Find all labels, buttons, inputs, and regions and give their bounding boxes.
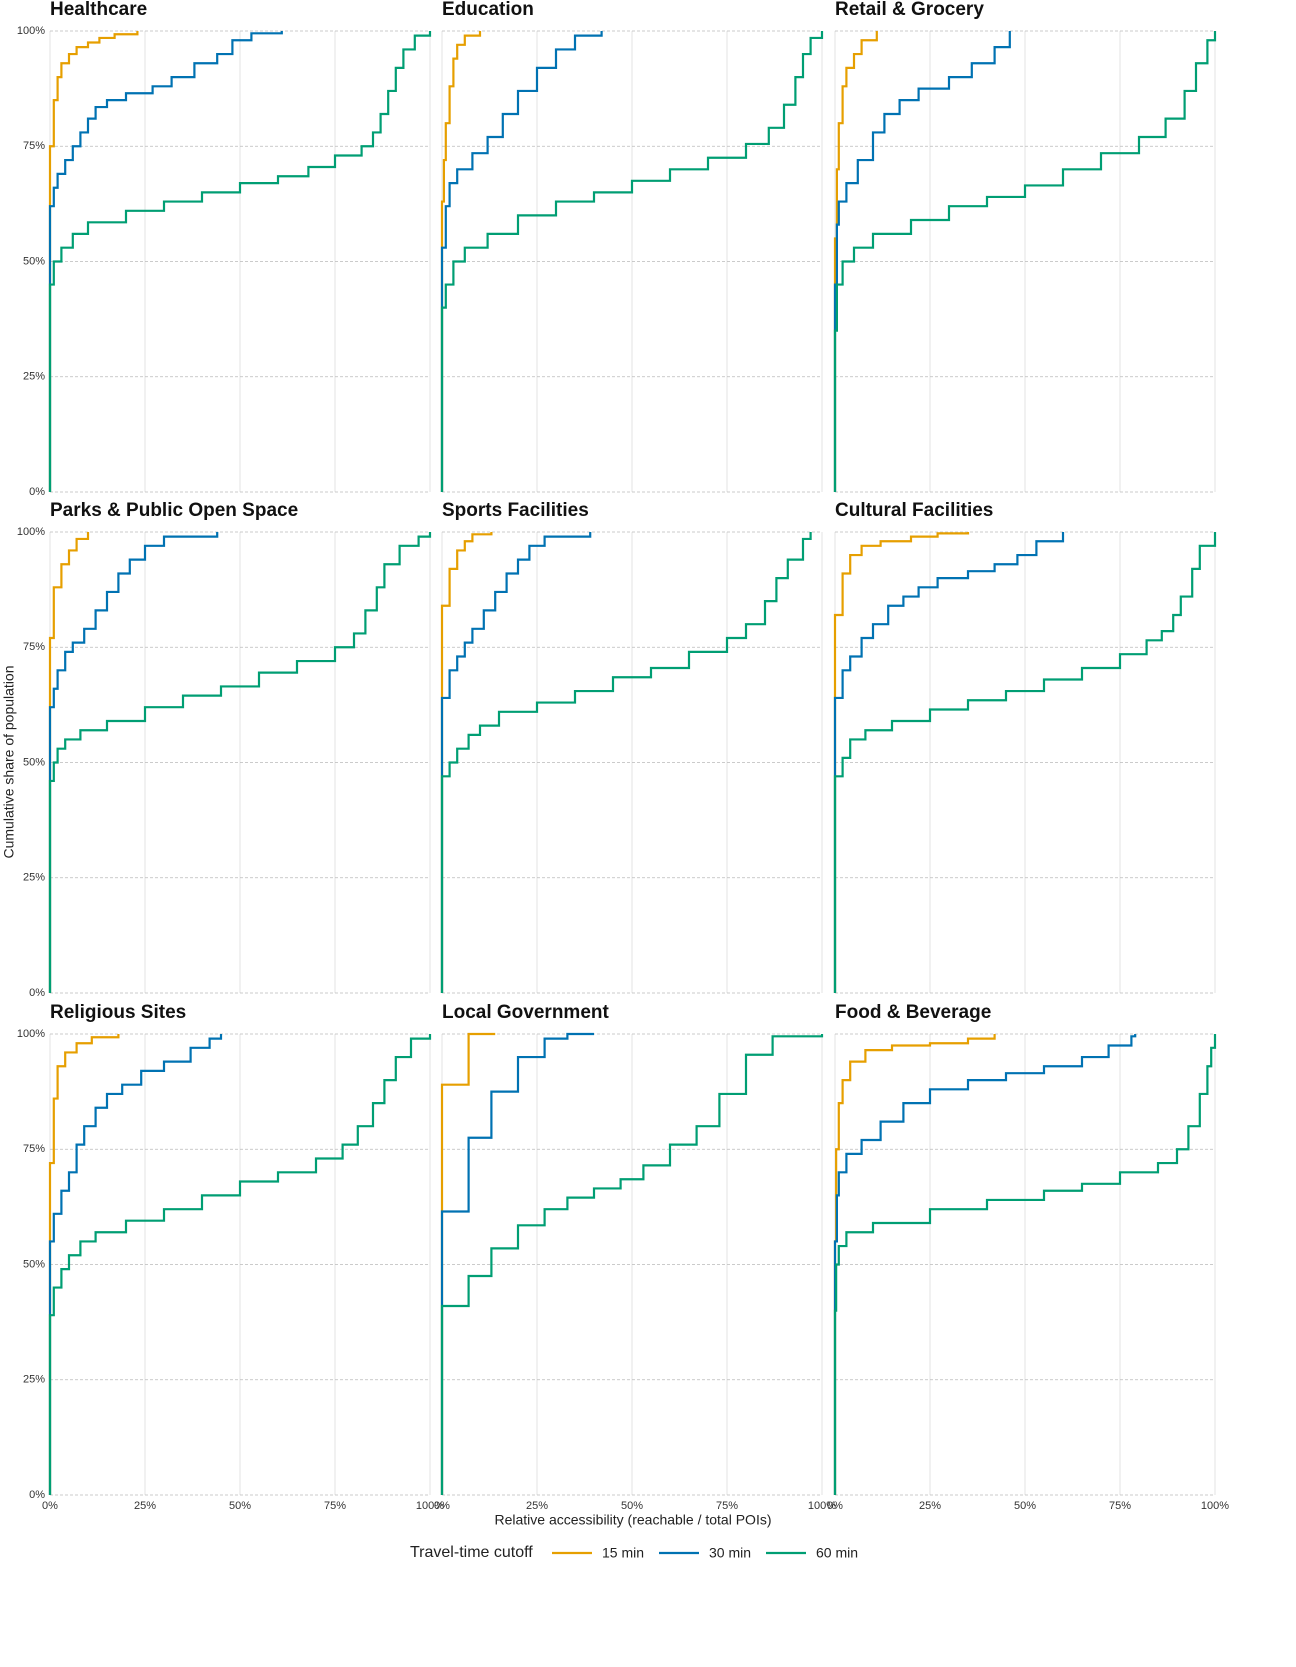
step-line (833, 1034, 1217, 1495)
step-line (440, 31, 824, 492)
step-line (833, 532, 1217, 993)
x-tick-label: 75% (716, 1500, 738, 1512)
y-tick-label: 75% (23, 1143, 45, 1155)
step-line (833, 31, 1011, 492)
x-tick-label: 100% (808, 1500, 836, 1512)
x-tick-label: 0% (827, 1500, 843, 1512)
y-tick-label: 100% (17, 1028, 45, 1040)
x-tick-label: 75% (324, 1500, 346, 1512)
y-axis-label: Cumulative share of population (1, 665, 17, 858)
step-line (48, 532, 432, 993)
y-tick-label: 0% (29, 987, 45, 999)
step-line (440, 31, 482, 492)
x-tick-label: 0% (434, 1500, 450, 1512)
x-tick-label: 50% (621, 1500, 643, 1512)
y-tick-label: 0% (29, 1489, 45, 1501)
step-line (440, 532, 812, 993)
x-tick-label: 25% (919, 1500, 941, 1512)
legend-label: 15 min (602, 1545, 644, 1561)
facet-title: Religious Sites (50, 1002, 186, 1023)
facet-title: Parks & Public Open Space (50, 500, 298, 521)
facet-title: Education (442, 0, 534, 20)
y-tick-label: 25% (23, 371, 45, 383)
step-line (48, 532, 219, 993)
legend-label: 60 min (816, 1545, 858, 1561)
step-line (440, 1032, 594, 1495)
y-tick-label: 50% (23, 255, 45, 267)
x-tick-label: 100% (416, 1500, 444, 1512)
facet-title: Healthcare (50, 0, 147, 20)
step-line (48, 1034, 120, 1495)
facet-title: Sports Facilities (442, 500, 589, 521)
y-tick-label: 25% (23, 1374, 45, 1386)
y-tick-label: 0% (29, 486, 45, 498)
x-tick-label: 75% (1109, 1500, 1131, 1512)
step-line (440, 1034, 824, 1495)
y-tick-label: 75% (23, 140, 45, 152)
x-tick-label: 25% (134, 1500, 156, 1512)
y-tick-label: 50% (23, 1258, 45, 1270)
step-line (833, 1034, 996, 1495)
legend-label: 30 min (709, 1545, 751, 1561)
step-line (48, 1034, 223, 1495)
x-tick-label: 50% (229, 1500, 251, 1512)
step-line (833, 532, 1065, 993)
step-line (833, 1034, 1137, 1495)
x-axis-label: Relative accessibility (reachable / tota… (495, 1512, 772, 1528)
y-tick-label: 100% (17, 25, 45, 37)
x-tick-label: 0% (42, 1500, 58, 1512)
step-line (48, 31, 283, 492)
facet-title: Retail & Grocery (835, 0, 984, 20)
y-tick-label: 50% (23, 756, 45, 768)
step-line (48, 31, 432, 492)
y-tick-label: 75% (23, 641, 45, 653)
y-tick-label: 100% (17, 526, 45, 538)
step-line (440, 31, 603, 492)
step-line (48, 31, 139, 492)
step-line (48, 1034, 432, 1495)
step-line (833, 532, 970, 993)
x-tick-label: 100% (1201, 1500, 1229, 1512)
step-line (833, 31, 1217, 492)
y-tick-label: 25% (23, 872, 45, 884)
facet-title: Cultural Facilities (835, 500, 993, 521)
legend-title: Travel-time cutoff (410, 1544, 533, 1561)
step-line (440, 532, 592, 993)
x-tick-label: 50% (1014, 1500, 1036, 1512)
step-line (48, 532, 90, 993)
step-line (833, 31, 878, 492)
facet-title: Local Government (442, 1002, 609, 1023)
facet-title: Food & Beverage (835, 1002, 991, 1023)
x-tick-label: 25% (526, 1500, 548, 1512)
step-line (440, 532, 493, 993)
